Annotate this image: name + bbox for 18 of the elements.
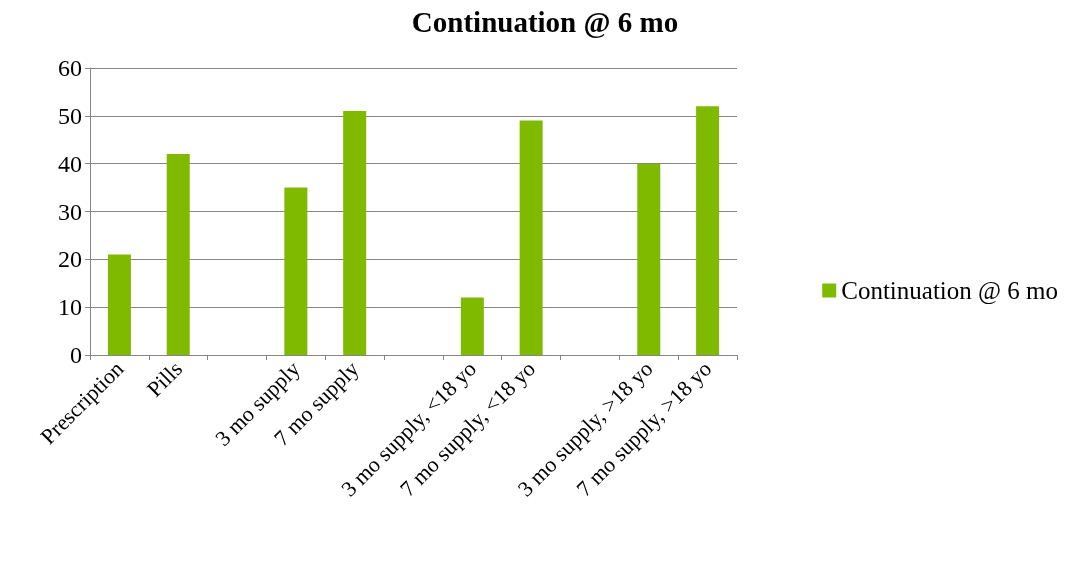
- y-tick-label: 50: [58, 102, 82, 129]
- y-tick-label: 60: [58, 55, 82, 81]
- y-tick-label: 40: [58, 150, 82, 177]
- bar: [166, 154, 190, 355]
- y-tick-label: 10: [58, 294, 82, 321]
- legend-label: Continuation @ 6 mo: [841, 277, 1059, 305]
- bar: [696, 106, 720, 355]
- bar: [343, 111, 367, 355]
- y-tick-label: 30: [58, 198, 82, 225]
- chart-title: Continuation @ 6 mo: [411, 5, 679, 38]
- x-tick-label: Pills: [141, 356, 188, 402]
- y-tick-label: 0: [70, 342, 82, 368]
- bar: [519, 120, 543, 355]
- bar: [637, 163, 661, 355]
- bar: [284, 187, 308, 355]
- bar: [107, 254, 131, 355]
- y-tick-label: 20: [58, 246, 82, 273]
- bar: [460, 297, 484, 355]
